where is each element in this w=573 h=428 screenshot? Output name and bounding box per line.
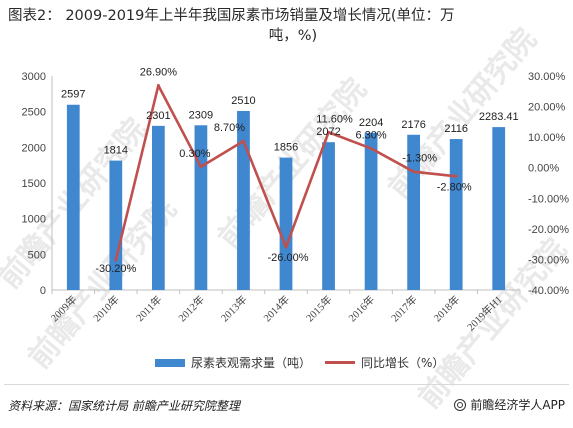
legend-item-line: 同比增长（%）: [325, 354, 444, 371]
legend-bar-label: 尿素表观需求量（吨）: [191, 356, 312, 370]
x-tick-label: 2018年: [431, 293, 462, 324]
x-tick-label: 2017年: [388, 293, 419, 324]
legend-item-bar: 尿素表观需求量（吨）: [155, 354, 311, 371]
line-point: [114, 258, 118, 262]
y-right-tick-label: 0.00%: [528, 163, 559, 175]
line-value-label: -26.00%: [268, 252, 309, 264]
x-tick-label: 2016年: [346, 293, 377, 324]
bar-value-label: 2510: [231, 95, 255, 107]
y-left-tick-label: 500: [28, 249, 46, 261]
bar: [109, 160, 123, 290]
bar: [279, 157, 293, 290]
line-value-label: -2.80%: [437, 181, 472, 193]
line-value-label: 0.30%: [179, 148, 210, 160]
data-labels: 2597 1814 2301 2309 2510 1856 2072 2204 2176 2116…: [61, 66, 519, 275]
brand-credit: 前瞻经济学人APP: [454, 396, 565, 413]
bar: [449, 139, 463, 290]
y-left-tick-label: 0: [40, 285, 46, 297]
legend-line-swatch: [325, 361, 355, 364]
bar-value-label: 2283.41: [479, 111, 519, 123]
line-point: [454, 174, 458, 178]
x-tick-label: 2014年: [261, 293, 292, 324]
x-tick-label: 2015年: [303, 293, 334, 324]
line-point: [284, 245, 288, 249]
bar: [322, 142, 335, 290]
y-right-tick-label: -20.00%: [528, 224, 569, 236]
line-series: [114, 83, 458, 262]
watermark-text: 前瞻产业研究院: [382, 22, 544, 205]
y-left-tick-label: 2500: [22, 107, 46, 119]
y-left-tick-label: 1500: [22, 178, 46, 190]
chart-title: 图表2： 2009-2019年上半年我国尿素市场销量及增长情况(单位：万 吨，%…: [8, 6, 568, 46]
bar: [407, 134, 421, 290]
bar-value-label: 2116: [444, 123, 468, 135]
bar: [364, 132, 378, 290]
y-left-tick-label: 2000: [22, 142, 46, 154]
y-right-tick-label: -30.00%: [528, 254, 569, 266]
legend-line-label: 同比增长（%）: [361, 356, 445, 370]
line-point: [412, 170, 416, 174]
bar-value-label: 2301: [146, 110, 170, 122]
line-value-label: 11.60%: [316, 113, 353, 125]
bar: [151, 125, 165, 290]
bar: [66, 104, 80, 290]
line-point: [156, 83, 160, 87]
y-right-tick-label: 20.00%: [528, 102, 566, 114]
y-right-tick-label: -10.00%: [528, 193, 569, 205]
bar-value-label: 2176: [401, 119, 425, 131]
bar-value-label: 2204: [359, 117, 383, 129]
chart-legend: 尿素表观需求量（吨） 同比增长（%）: [0, 354, 573, 372]
line-point: [241, 139, 245, 143]
bar: [194, 125, 208, 290]
line-point: [369, 146, 373, 150]
chart-title-line2: 吨，%): [268, 28, 318, 44]
bar-value-label: 2309: [189, 109, 213, 121]
line-point: [199, 165, 203, 169]
brand-logo-icon: [454, 398, 467, 411]
chart-title-line1: 图表2： 2009-2019年上半年我国尿素市场销量及增长情况(单位：万: [8, 8, 455, 24]
bar: [237, 110, 250, 290]
line-value-label: -1.30%: [402, 153, 437, 165]
line-value-label: -30.20%: [95, 263, 136, 275]
line-value-label: 26.90%: [140, 66, 178, 78]
line-value-label: 6.30%: [355, 129, 386, 141]
y-left-tick-label: 1000: [22, 214, 46, 226]
brand-name: 前瞻经济学人APP: [470, 398, 565, 412]
y-right-tick-label: 30.00%: [528, 71, 566, 83]
x-tick-label: 2013年: [218, 293, 249, 324]
x-tick-label: 2012年: [176, 293, 207, 324]
line-point: [327, 130, 331, 134]
bar-value-label: 2597: [61, 89, 85, 101]
bar-value-label: 1814: [104, 145, 128, 157]
y-right-tick-label: 10.00%: [528, 132, 566, 144]
y-left-tick-label: 3000: [22, 71, 46, 83]
y-right-tick-label: -40.00%: [528, 285, 569, 297]
bar: [492, 127, 506, 290]
bar-value-label: 2072: [316, 126, 340, 138]
footer-divider: [4, 384, 569, 385]
source-note: 资料来源：国家统计局 前瞻产业研究院整理: [8, 399, 240, 413]
x-tick-label: 2011年: [133, 293, 164, 324]
legend-bar-swatch: [155, 358, 185, 367]
line-value-label: 8.70%: [214, 122, 245, 134]
bar-value-label: 1856: [274, 142, 298, 154]
